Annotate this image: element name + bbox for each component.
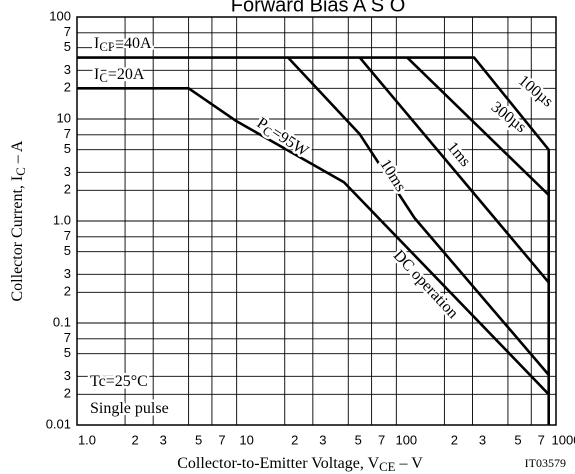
y-tick-label: 0.1 bbox=[53, 314, 71, 329]
x-tick-label: 2 bbox=[131, 432, 138, 447]
annotation-part: =20A bbox=[108, 66, 145, 83]
annotation: Tc=25°C bbox=[90, 373, 148, 390]
annotation-part: I bbox=[94, 66, 99, 83]
annotation-part: Tc=25°C bbox=[90, 373, 148, 390]
x-tick-label: 5 bbox=[195, 432, 202, 447]
x-tick-label: 1.0 bbox=[78, 432, 96, 447]
y-tick-label: 0.01 bbox=[46, 416, 71, 431]
series-label: DC operation bbox=[390, 247, 462, 322]
x-tick-label: 7 bbox=[378, 432, 385, 447]
series-label: 1ms bbox=[444, 139, 474, 170]
x-tick-label: 10 bbox=[239, 432, 253, 447]
annotation-part: =95W bbox=[268, 124, 312, 161]
annotation-part: I bbox=[94, 35, 99, 52]
series-line bbox=[358, 56, 550, 284]
x-tick-label: 3 bbox=[319, 432, 326, 447]
y-tick-label: 3 bbox=[64, 266, 71, 281]
figure-code: IT03579 bbox=[525, 456, 566, 470]
series-line bbox=[77, 56, 550, 425]
y-tick-label: 2 bbox=[64, 80, 71, 95]
x-tick-label: 3 bbox=[160, 432, 167, 447]
annotation: IC=20A bbox=[94, 66, 145, 85]
series-label: 10ms bbox=[376, 156, 409, 194]
y-tick-label: 5 bbox=[64, 141, 71, 156]
annotation-part: CP bbox=[99, 40, 115, 54]
y-tick-label: 5 bbox=[64, 243, 71, 258]
y-axis-label-part: – A bbox=[9, 140, 26, 167]
annotation: ICP=40A bbox=[94, 35, 152, 54]
series-line bbox=[287, 56, 550, 376]
x-tick-label: 1000 bbox=[552, 432, 575, 447]
chart-title: Forward Bias A S O bbox=[231, 0, 406, 16]
y-tick-label: 2 bbox=[64, 182, 71, 197]
annotation: PC=95W bbox=[253, 114, 313, 162]
x-tick-label: 100 bbox=[395, 432, 417, 447]
y-tick-label: 5 bbox=[64, 39, 71, 54]
annotation: Single pulse bbox=[90, 400, 169, 417]
y-tick-label: 7 bbox=[64, 126, 71, 141]
x-tick-label: 5 bbox=[514, 432, 521, 447]
y-tick-label: 1.0 bbox=[53, 212, 71, 227]
x-tick-label: 5 bbox=[355, 432, 362, 447]
x-tick-label: 7 bbox=[538, 432, 545, 447]
annotation-part: Single pulse bbox=[90, 400, 169, 417]
x-tick-label: 3 bbox=[479, 432, 486, 447]
y-tick-label: 2 bbox=[64, 284, 71, 299]
y-tick-label: 3 bbox=[64, 62, 71, 77]
y-axis-label: Collector Current, IC – A bbox=[9, 140, 28, 301]
y-tick-label: 5 bbox=[64, 345, 71, 360]
series-label: 100µs bbox=[515, 72, 556, 110]
y-tick-label: 7 bbox=[64, 24, 71, 39]
annotation-part: C bbox=[99, 71, 108, 85]
series-line bbox=[77, 86, 550, 396]
y-tick-label: 7 bbox=[64, 228, 71, 243]
y-axis-label-part: Collector Current, I bbox=[9, 176, 26, 302]
x-tick-label: 2 bbox=[291, 432, 298, 447]
y-tick-label: 7 bbox=[64, 330, 71, 345]
y-tick-label: 3 bbox=[64, 164, 71, 179]
series-line bbox=[406, 56, 550, 196]
x-axis-label-part: CE bbox=[379, 460, 396, 474]
series-label: 300µs bbox=[488, 99, 530, 137]
plot-frame bbox=[76, 16, 557, 426]
y-tick-label: 10 bbox=[57, 110, 71, 125]
x-tick-label: 7 bbox=[218, 432, 225, 447]
x-axis-label-part: – V bbox=[395, 455, 423, 472]
y-tick-label: 100 bbox=[49, 8, 71, 23]
y-axis-label-part: C bbox=[14, 167, 28, 176]
y-tick-label: 3 bbox=[64, 368, 71, 383]
y-tick-label: 2 bbox=[64, 386, 71, 401]
x-tick-label: 2 bbox=[451, 432, 458, 447]
x-axis-label-part: Collector-to-Emitter Voltage, V bbox=[177, 455, 379, 472]
annotation-part: =40A bbox=[115, 35, 152, 52]
x-axis-label: Collector-to-Emitter Voltage, VCE – V bbox=[177, 455, 423, 474]
